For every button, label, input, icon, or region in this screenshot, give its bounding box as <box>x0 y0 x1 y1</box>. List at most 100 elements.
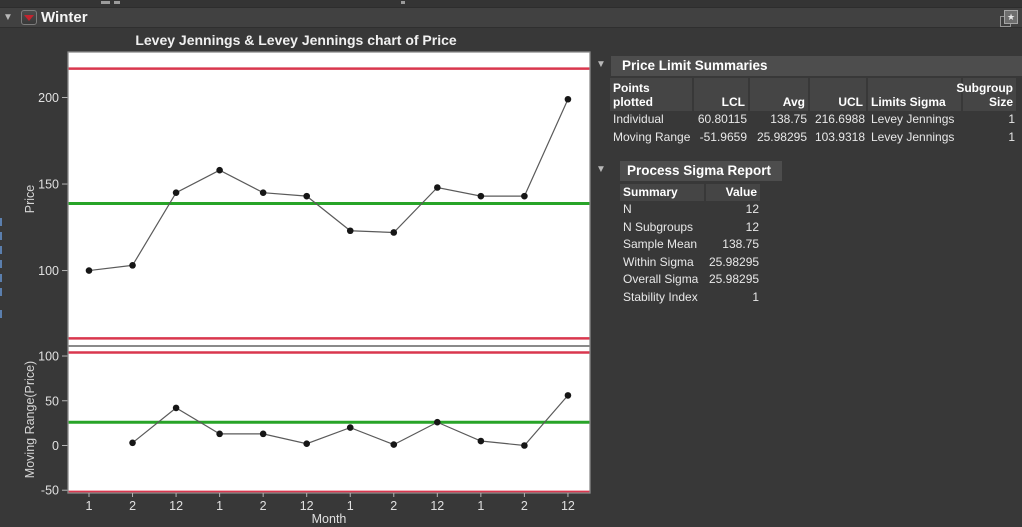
table-cell: 1 <box>1008 129 1015 144</box>
column-header: Points plotted <box>610 78 694 111</box>
report-title: Winter <box>41 9 88 26</box>
column-header: Value <box>706 184 762 201</box>
clipped-text-fragments <box>0 0 1022 7</box>
table-cell: Individual <box>613 112 664 126</box>
table-cell: 216.6988 <box>814 112 865 126</box>
table-cell: 12 <box>745 202 759 216</box>
table-cell: Stability Index <box>623 289 698 304</box>
data-point[interactable] <box>259 189 267 196</box>
column-header: Limits Sigma <box>868 78 963 111</box>
red-triangle-menu-button[interactable] <box>21 10 37 25</box>
edge-marker <box>0 274 2 282</box>
x-tick-label: 2 <box>129 499 136 513</box>
data-point[interactable] <box>303 192 311 200</box>
red-triangle-icon <box>24 15 34 21</box>
table-cell: Levey Jennings <box>871 112 955 126</box>
table-cell: 1 <box>752 289 759 304</box>
data-point[interactable] <box>434 418 441 426</box>
data-point[interactable] <box>259 430 267 438</box>
table-cell: Within Sigma <box>623 254 694 269</box>
x-tick-label: 1 <box>216 499 223 513</box>
data-point[interactable] <box>346 227 354 235</box>
sigma-report-table: Summary Value N 12 N Subgroups 12 Sample… <box>620 184 762 306</box>
data-point[interactable] <box>172 189 180 196</box>
data-point[interactable] <box>434 184 441 191</box>
column-header: Subgroup Size <box>956 78 1018 111</box>
data-point[interactable] <box>216 430 223 438</box>
winter-header-bar: ▼ Winter ★ <box>0 7 1022 28</box>
chart-title: Levey Jennings & Levey Jennings chart of… <box>135 32 457 48</box>
plot-background[interactable] <box>68 52 590 493</box>
data-point[interactable] <box>129 439 136 447</box>
table-cell: Overall Sigma <box>623 272 699 286</box>
y-axis-title: Moving Range(Price) <box>23 361 37 478</box>
data-point[interactable] <box>390 229 398 236</box>
text-fragment <box>101 1 110 4</box>
table-cell: -51.9659 <box>699 129 747 144</box>
column-header: Avg <box>750 78 810 111</box>
y-tick-label: 100 <box>38 264 59 278</box>
limit-summaries-table: Points plotted LCL Avg UCL Limits Sigma … <box>610 78 1018 146</box>
y-tick-label: 200 <box>38 91 59 105</box>
data-point[interactable] <box>85 267 93 274</box>
table-cell: 25.98295 <box>709 254 760 269</box>
column-header: Summary <box>620 184 706 201</box>
data-point[interactable] <box>564 95 572 103</box>
x-tick-label: 1 <box>86 499 93 513</box>
x-tick-label: 2 <box>390 499 397 513</box>
table-cell: Levey Jennings <box>871 129 955 144</box>
x-tick-label: 12 <box>430 499 444 513</box>
table-cell: N Subgroups <box>623 219 694 234</box>
x-tick-label: 12 <box>561 499 575 513</box>
edge-marker <box>0 246 2 254</box>
data-point[interactable] <box>477 437 485 445</box>
data-point[interactable] <box>216 166 223 174</box>
collapse-triangle-icon[interactable]: ▼ <box>596 164 606 175</box>
column-header: UCL <box>810 78 868 111</box>
table-cell: 25.98295 <box>709 272 760 286</box>
edge-marker <box>0 310 2 318</box>
data-point[interactable] <box>346 424 354 431</box>
table-cell: 138.75 <box>722 237 759 251</box>
data-point[interactable] <box>521 192 528 200</box>
table-cell: Moving Range <box>613 129 691 144</box>
plot-frame <box>67 51 591 494</box>
x-tick-label: 1 <box>347 499 354 513</box>
table-cell: 25.98295 <box>756 129 807 144</box>
table-cell: 103.9318 <box>814 129 865 144</box>
edge-marker <box>0 232 2 240</box>
collapse-triangle-icon[interactable]: ▼ <box>3 12 13 23</box>
column-header: LCL <box>694 78 750 111</box>
table-cell: 60.80115 <box>697 112 747 126</box>
data-point[interactable] <box>303 440 311 448</box>
text-fragment <box>114 1 120 4</box>
data-point[interactable] <box>390 441 398 448</box>
table-cell: 12 <box>745 219 759 234</box>
layered-star-icon[interactable]: ★ <box>1000 10 1018 27</box>
x-tick-label: 1 <box>477 499 484 513</box>
y-tick-label: 150 <box>38 178 59 192</box>
collapse-triangle-icon[interactable]: ▼ <box>596 59 606 70</box>
sigma-report-title: Process Sigma Report <box>620 161 782 181</box>
data-point[interactable] <box>477 192 485 200</box>
data-point[interactable] <box>521 442 528 449</box>
x-tick-label: 12 <box>169 499 183 513</box>
y-tick-label: 50 <box>45 394 59 408</box>
levey-jennings-control-chart[interactable]: 200 150 100 Price 100 50 0 -50 Moving Range(Pric… <box>0 0 600 527</box>
y-tick-label: 0 <box>52 439 59 453</box>
y-tick-label: -50 <box>41 484 59 498</box>
edge-marker <box>0 218 2 226</box>
data-point[interactable] <box>564 392 572 399</box>
y-tick-label: 100 <box>38 350 59 364</box>
data-point[interactable] <box>129 262 136 269</box>
data-point[interactable] <box>172 404 180 412</box>
table-cell: Sample Mean <box>623 237 698 251</box>
table-cell: N <box>623 202 632 216</box>
x-axis-title: Month <box>312 512 347 526</box>
x-tick-label: 2 <box>521 499 528 513</box>
edge-marker <box>0 260 2 268</box>
limit-summaries-title: Price Limit Summaries <box>611 56 1022 76</box>
edge-marker <box>0 288 2 296</box>
series-line <box>88 98 569 272</box>
